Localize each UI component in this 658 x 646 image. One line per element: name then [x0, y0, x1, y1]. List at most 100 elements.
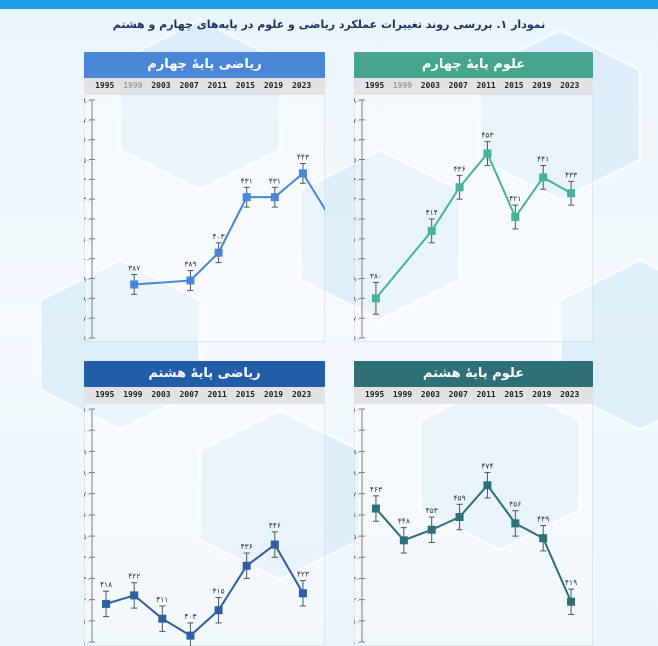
data-point	[158, 614, 167, 623]
plot-area	[84, 403, 325, 646]
y-tick-label: ۴۵۰	[354, 157, 360, 165]
y-tick-label: ۴۳۰	[354, 196, 360, 204]
panel-science-grade4: علوم پایهٔ چهارم 1995 1999 2003 2007 2011 201…	[354, 52, 593, 342]
data-label: ۴۱۴	[426, 208, 438, 217]
year-label: 1999	[123, 390, 143, 399]
y-tick-label: ۴۳۰	[84, 575, 90, 583]
y-tick-label: ۴۲۰	[84, 216, 90, 224]
y-tick-label: ۴۱۰	[354, 618, 360, 626]
data-point	[483, 149, 492, 158]
data-label: ۴۳۶	[454, 164, 466, 173]
year-label: 2007	[448, 390, 468, 399]
panel-math-grade4: ریاضی پایهٔ چهارم 1995 1999 2003 2007 2011 20…	[84, 52, 325, 342]
y-tick-label: ۴۹۰	[84, 448, 90, 456]
data-label: ۴۷۴	[481, 462, 493, 471]
y-tick-label: ۴۷۰	[84, 491, 90, 499]
y-tick-label: ۴۵۰	[84, 157, 90, 165]
year-label: 2003	[420, 81, 440, 90]
data-label: ۴۳۱	[269, 176, 281, 185]
year-label: 2019	[263, 81, 284, 90]
data-label: ۳۸۹	[184, 260, 196, 269]
y-tick-label: ۵۰۰	[354, 427, 360, 435]
line-chart: ۴۰۰ ۴۱۰ ۴۲۰ ۴۳۰ ۴۴۰ ۴۵۰ ۴۶۰ ۴۷۰ ۴۸۰ ۴۹۰ ۵۰۰ ۵۱۰ ۴۶۳ ۴…	[354, 403, 593, 646]
year-label-row: 1995 1999 2003 2007 2011 2015 2019 2023	[84, 78, 325, 94]
year-label: 1995	[364, 81, 385, 90]
y-tick-label: ۴۰۰	[84, 639, 90, 646]
year-label: 2011	[207, 81, 227, 90]
y-tick-label: ۴۴۰	[84, 176, 90, 184]
panel-title: علوم پایهٔ هشتم	[354, 361, 593, 387]
series-line	[375, 483, 572, 603]
year-label: 1999	[392, 390, 413, 399]
y-tick-label: ۴۸۰	[354, 470, 360, 478]
y-tick-label: ۳۹۰	[84, 276, 90, 284]
figure-title: نمودار ۱. بررسی روند تغییرات عملکرد ریاض…	[112, 18, 546, 31]
data-point	[455, 513, 464, 522]
data-label: ۳۸۰	[370, 271, 382, 280]
data-point	[399, 536, 408, 545]
year-label: 2023	[560, 81, 580, 90]
data-label: ۴۳۱	[241, 176, 253, 185]
data-point	[130, 591, 139, 600]
y-tick-label: ۳۶۰	[84, 335, 90, 342]
data-point	[242, 561, 251, 570]
y-tick-label: ۴۲۰	[354, 216, 360, 224]
data-label: ۴۵۹	[454, 493, 466, 502]
data-label: ۴۴۱	[537, 154, 549, 163]
data-point	[130, 280, 139, 289]
y-tick-label: ۴۰۰	[84, 256, 90, 264]
y-tick-label: ۴۹۰	[354, 448, 360, 456]
top-accent-bar	[0, 0, 658, 9]
y-tick-label: ۴۱۰	[84, 236, 90, 244]
data-label: ۴۵۶	[509, 500, 521, 509]
data-point	[242, 193, 251, 202]
data-label: ۴۵۳	[481, 131, 493, 140]
year-label: 2011	[476, 390, 496, 399]
data-label: ۴۴۸	[398, 517, 410, 526]
year-label: 2019	[532, 390, 552, 399]
data-point	[539, 173, 548, 182]
data-point	[483, 481, 492, 490]
y-tick-label: ۴۴۰	[354, 554, 360, 562]
data-label: ۴۴۶	[269, 521, 281, 530]
y-tick-label: ۴۲۰	[84, 597, 90, 605]
year-label: 2023	[560, 390, 580, 399]
year-label: 2011	[476, 81, 496, 90]
year-label: 2003	[420, 390, 440, 399]
year-label: 2015	[504, 81, 524, 90]
plot-area	[354, 403, 593, 646]
y-tick-label: ۳۶۰	[354, 335, 360, 342]
data-point	[298, 589, 307, 598]
year-label: 1995	[364, 390, 385, 399]
data-point	[371, 504, 380, 513]
y-tick-label: ۴۶۰	[354, 137, 360, 145]
data-point	[214, 606, 223, 615]
data-label: ۴۱۸	[100, 580, 112, 589]
data-label: ۴۶۳	[370, 485, 382, 494]
year-label: 2019	[263, 390, 284, 399]
data-point	[567, 597, 576, 606]
panel-math-grade8: ریاضی پایهٔ هشتم 1995 1999 2003 2007 2011 201…	[84, 361, 325, 646]
line-chart: ۴۰۰ ۴۱۰ ۴۲۰ ۴۳۰ ۴۴۰ ۴۵۰ ۴۶۰ ۴۷۰ ۴۸۰ ۴۹۰ ۵۰۰ ۵۱۰ ۴۱۸ ۴…	[84, 403, 325, 646]
year-label: 2023	[291, 390, 312, 399]
year-label-row: 1995 1999 2003 2007 2011 2015 2019 2023	[354, 387, 593, 403]
panel-title: ریاضی پایهٔ چهارم	[84, 52, 325, 78]
data-point	[102, 599, 111, 608]
data-point	[427, 525, 436, 534]
y-tick-label: ۴۸۰	[354, 97, 360, 105]
y-tick-label: ۴۵۰	[84, 533, 90, 541]
data-point	[539, 534, 548, 543]
y-tick-label: ۴۴۰	[84, 554, 90, 562]
line-chart: ۳۶۰ ۳۷۰ ۳۸۰ ۳۹۰ ۴۰۰ ۴۱۰ ۴۲۰ ۴۳۰ ۴۴۰ ۴۵۰ ۴۶۰ ۴۷۰ ۴۸۰ ۳…	[84, 94, 325, 342]
panel-title: ریاضی پایهٔ هشتم	[84, 361, 325, 387]
y-tick-label: ۳۹۰	[354, 276, 360, 284]
y-tick-label: ۴۰۰	[354, 639, 360, 646]
year-label: 1999	[392, 81, 413, 90]
year-label: 2003	[151, 390, 171, 399]
data-label: ۳۸۷	[128, 264, 140, 273]
year-label: 2007	[448, 81, 468, 90]
data-label: ۴۳۶	[241, 542, 253, 551]
y-tick-label: ۵۱۰	[84, 406, 90, 414]
y-tick-label: ۳۸۰	[354, 295, 360, 303]
y-tick-label: ۴۰۰	[354, 256, 360, 264]
